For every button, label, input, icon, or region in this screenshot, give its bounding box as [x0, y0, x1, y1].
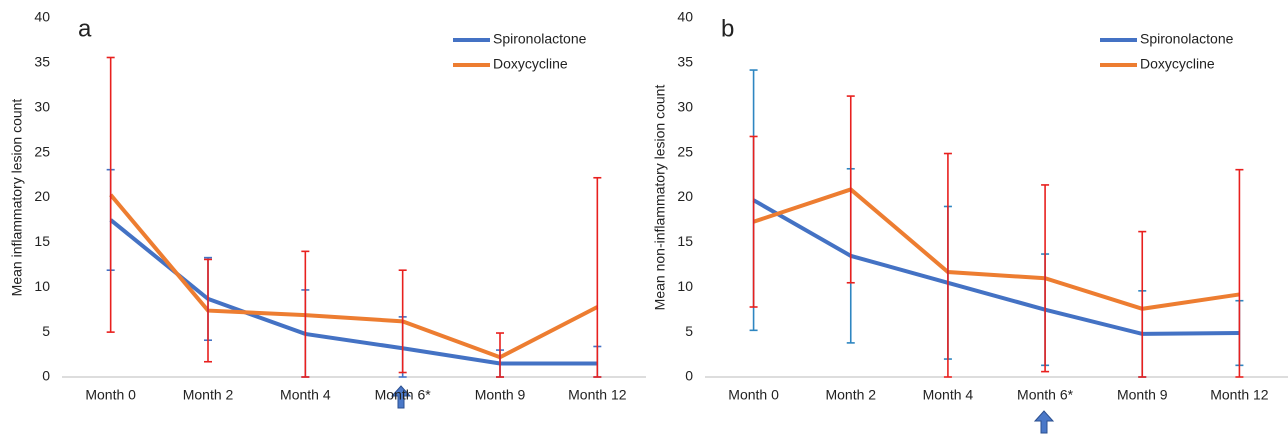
y-tick-label: 0: [685, 368, 693, 384]
legend-label: Spironolactone: [493, 31, 587, 47]
y-tick-label: 20: [677, 188, 693, 204]
y-tick-label: 10: [677, 278, 693, 294]
panel-label: b: [721, 15, 734, 42]
x-tick-label: Month 2: [183, 387, 234, 403]
y-tick-label: 30: [34, 98, 50, 114]
y-tick-label: 35: [677, 54, 693, 70]
legend-label: Doxycycline: [1140, 56, 1215, 72]
x-tick-label: Month 12: [568, 387, 627, 403]
error-bar: [846, 95, 855, 284]
error-bar: [204, 258, 212, 363]
series-line: [109, 193, 599, 360]
series-line: [752, 198, 1240, 336]
y-tick-label: 0: [42, 368, 50, 384]
y-tick-label: 40: [34, 9, 50, 25]
x-tick-label: Month 0: [85, 387, 136, 403]
series-line: [752, 187, 1240, 311]
x-tick-label: Month 0: [728, 387, 779, 403]
error-bar: [943, 152, 952, 378]
error-bar: [1041, 184, 1050, 373]
y-tick-label: 10: [34, 278, 50, 294]
x-tick-label: Month 6*: [1017, 387, 1074, 403]
x-tick-label: Month 6*: [375, 387, 432, 403]
y-tick-label: 15: [677, 233, 693, 249]
y-axis-label: Mean inflammatory lesion count: [9, 99, 25, 297]
error-bar: [301, 250, 310, 378]
y-tick-label: 25: [677, 143, 693, 159]
error-bar: [398, 269, 407, 374]
x-tick-label: Month 4: [280, 387, 331, 403]
legend-label: Spironolactone: [1140, 31, 1234, 47]
y-tick-label: 30: [677, 98, 693, 114]
arrow: [1033, 410, 1055, 434]
panel-label: a: [78, 15, 92, 42]
x-tick-label: Month 9: [1117, 387, 1168, 403]
x-tick-label: Month 9: [475, 387, 526, 403]
y-tick-label: 20: [34, 188, 50, 204]
series-line: [109, 218, 598, 366]
error-bar: [1138, 230, 1147, 378]
error-bar: [106, 56, 115, 333]
y-tick-label: 40: [677, 9, 693, 25]
arrow: [390, 385, 412, 409]
error-bar: [593, 176, 602, 378]
y-tick-label: 25: [34, 143, 50, 159]
y-tick-label: 35: [34, 54, 50, 70]
error-bar: [749, 135, 758, 308]
legend-label: Doxycycline: [493, 56, 568, 72]
x-tick-label: Month 4: [923, 387, 974, 403]
y-tick-label: 5: [685, 323, 693, 339]
error-bar: [496, 332, 504, 378]
y-axis-label: Mean non-inflammatory lesion count: [652, 85, 668, 311]
x-tick-label: Month 12: [1210, 387, 1269, 403]
x-tick-label: Month 2: [825, 387, 876, 403]
y-tick-label: 15: [34, 233, 50, 249]
error-bar: [1235, 168, 1244, 378]
y-tick-label: 5: [42, 323, 50, 339]
